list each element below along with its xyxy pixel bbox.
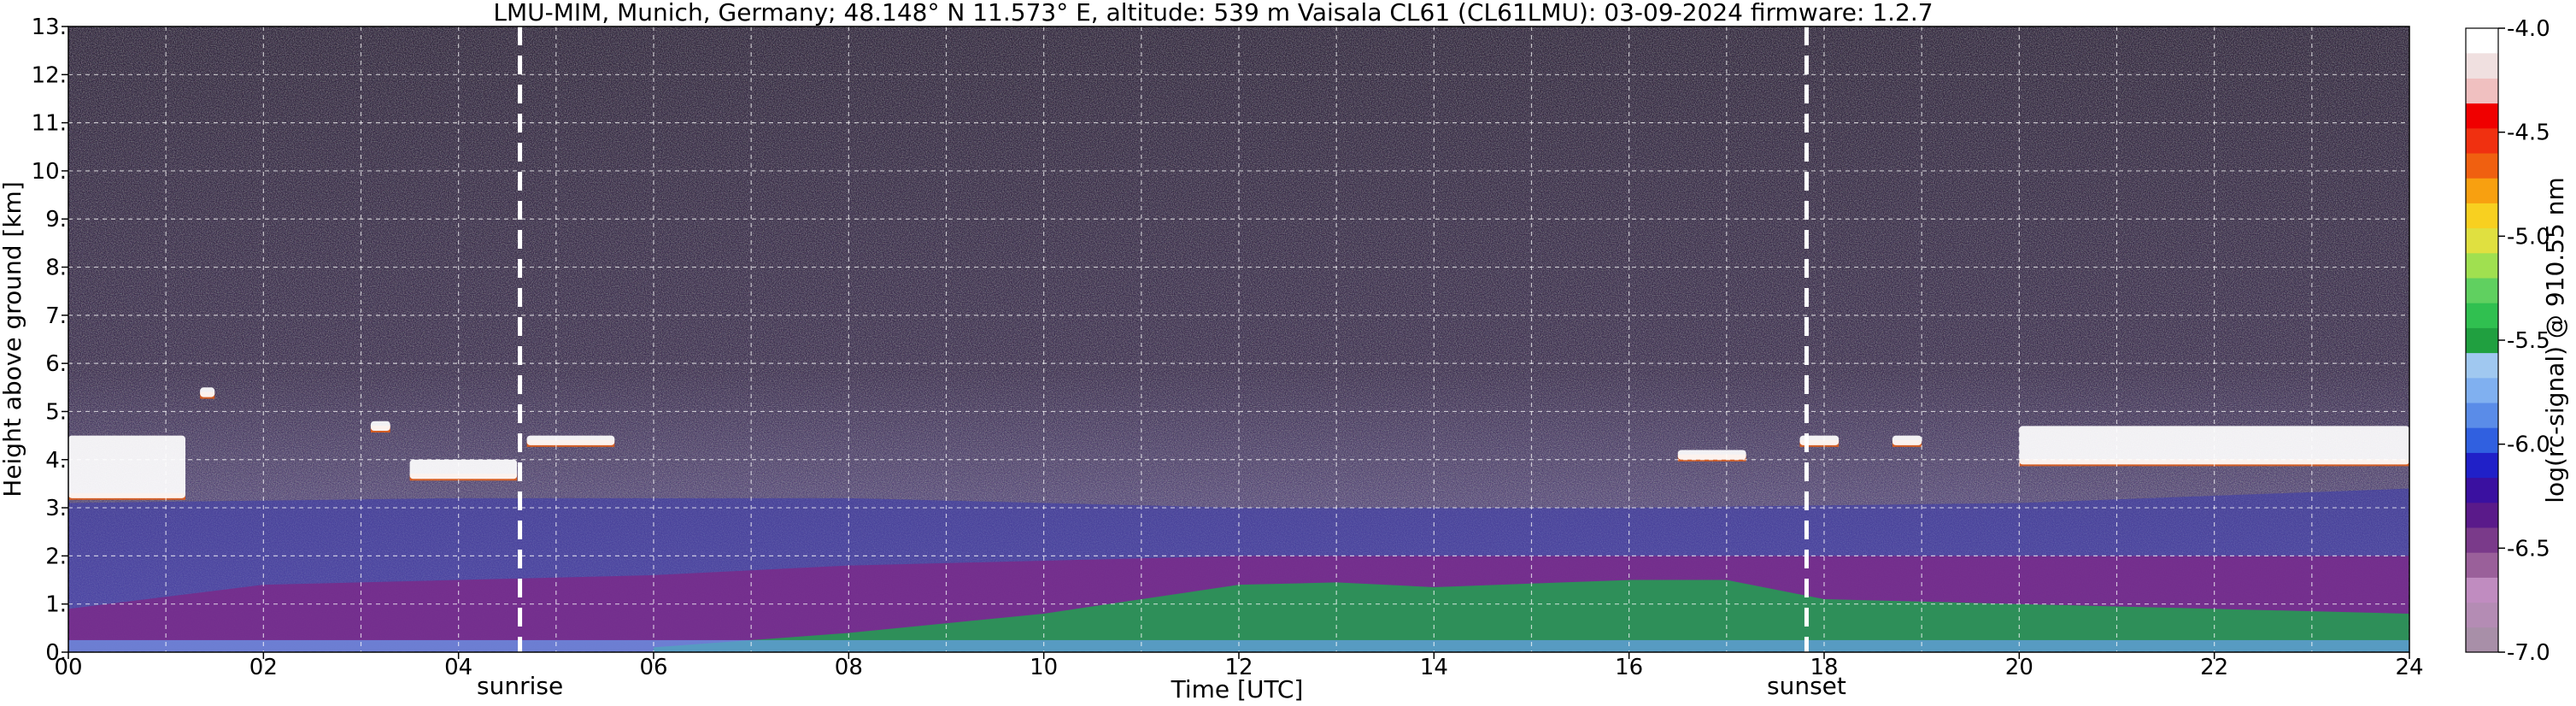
- x-tick-label: 04: [444, 655, 472, 680]
- convective-boundary-layer-area: [654, 580, 2409, 652]
- y-tick-label: 12.: [32, 62, 67, 88]
- colorbar-segment: [2466, 627, 2498, 653]
- x-tick-label: 10: [1030, 655, 1058, 680]
- colorbar-segment: [2466, 78, 2498, 104]
- y-axis-title: Height above ground [km]: [0, 181, 26, 497]
- x-tick-label: 02: [249, 655, 278, 680]
- colorbar-segment: [2466, 203, 2498, 229]
- cloud-5: [526, 435, 615, 447]
- cloud-1: [68, 435, 185, 500]
- x-tick-label: 12: [1224, 655, 1253, 680]
- x-axis: 00 02 04 06 08 10 12 14 16 18 20 22 24: [54, 652, 2424, 680]
- x-tick-label: 22: [2200, 655, 2228, 680]
- x-tick-label: 20: [2005, 655, 2033, 680]
- y-tick-label: 9.: [45, 207, 67, 232]
- colorbar-tick-label: -4.0: [2507, 16, 2550, 42]
- annotations: sunrise sunset: [477, 26, 1846, 700]
- x-tick-label: 08: [835, 655, 863, 680]
- colorbar-segment: [2466, 327, 2498, 354]
- colorbar-segment: [2466, 127, 2498, 154]
- y-tick-label: 11.: [32, 111, 67, 137]
- colorbar: -7.0 -6.5 -6.0 -5.5 -5.0 -4.5 -4.0: [2465, 16, 2550, 666]
- y-tick-label: 1.: [45, 592, 67, 618]
- colorbar-segment: [2466, 227, 2498, 254]
- y-tick-label: 5.: [45, 399, 67, 425]
- colorbar-segment: [2466, 103, 2498, 129]
- colorbar-tick-label: -6.5: [2507, 536, 2550, 562]
- x-tick-label: 16: [1615, 655, 1643, 680]
- cloud-4: [409, 459, 518, 481]
- colorbar-tick-label: -5.5: [2507, 328, 2550, 354]
- colorbar-tick-label: -6.0: [2507, 432, 2550, 458]
- x-tick-label: 06: [639, 655, 667, 680]
- cloud-3: [370, 421, 390, 432]
- colorbar-segment: [2466, 502, 2498, 528]
- colorbar-segment: [2466, 577, 2498, 603]
- colorbar-segment: [2466, 377, 2498, 403]
- colorbar-segment: [2466, 303, 2498, 328]
- colorbar-segment: [2466, 53, 2498, 79]
- colorbar-tick-label: -7.0: [2507, 640, 2550, 666]
- colorbar-segment: [2466, 278, 2498, 303]
- cloud-8: [1892, 435, 1922, 447]
- y-axis: 0. 1. 2. 3. 4. 5. 6. 7. 8. 9. 10. 11. 12. 13.: [32, 15, 68, 666]
- colorbar-segment: [2466, 452, 2498, 479]
- colorbar-title: log(rc-signal) @ 910.55 nm: [2541, 177, 2569, 503]
- y-tick-label: 4.: [45, 448, 67, 474]
- y-tick-label: 0.: [45, 640, 67, 666]
- colorbar-segment: [2466, 352, 2498, 379]
- x-tick-label: 24: [2395, 655, 2423, 680]
- cloud-2: [200, 387, 215, 399]
- colorbar-segment: [2466, 178, 2498, 203]
- colorbar-segment: [2466, 477, 2498, 503]
- y-tick-label: 13.: [32, 15, 67, 40]
- y-tick-label: 10.: [32, 159, 67, 185]
- x-tick-label: 00: [54, 655, 82, 680]
- chart-title: LMU-MIM, Munich, Germany; 48.148° N 11.5…: [493, 0, 1933, 26]
- sunset-label: sunset: [1767, 672, 1846, 700]
- y-tick-label: 6.: [45, 351, 67, 377]
- y-tick-label: 8.: [45, 256, 67, 281]
- cloud-6: [1677, 450, 1746, 462]
- sunrise-label: sunrise: [477, 672, 563, 700]
- colorbar-segment: [2466, 252, 2498, 279]
- colorbar-segment: [2466, 427, 2498, 453]
- y-tick-label: 2.: [45, 544, 67, 569]
- colorbar-segment: [2466, 28, 2498, 54]
- colorbar-segment: [2466, 527, 2498, 553]
- colorbar-segment: [2466, 153, 2498, 179]
- colorbar-tick-label: -5.0: [2507, 224, 2550, 250]
- y-tick-label: 3.: [45, 496, 67, 521]
- colorbar-segment: [2466, 403, 2498, 428]
- colorbar-segment: [2466, 552, 2498, 578]
- cloud-7: [1799, 435, 1840, 447]
- y-tick-label: 7.: [45, 303, 67, 329]
- x-axis-title: Time [UTC]: [1171, 675, 1304, 703]
- colorbar-tick-label: -4.5: [2507, 121, 2550, 146]
- x-tick-label: 18: [1810, 655, 1838, 680]
- colorbar-segment: [2466, 602, 2498, 628]
- x-tick-label: 14: [1420, 655, 1448, 680]
